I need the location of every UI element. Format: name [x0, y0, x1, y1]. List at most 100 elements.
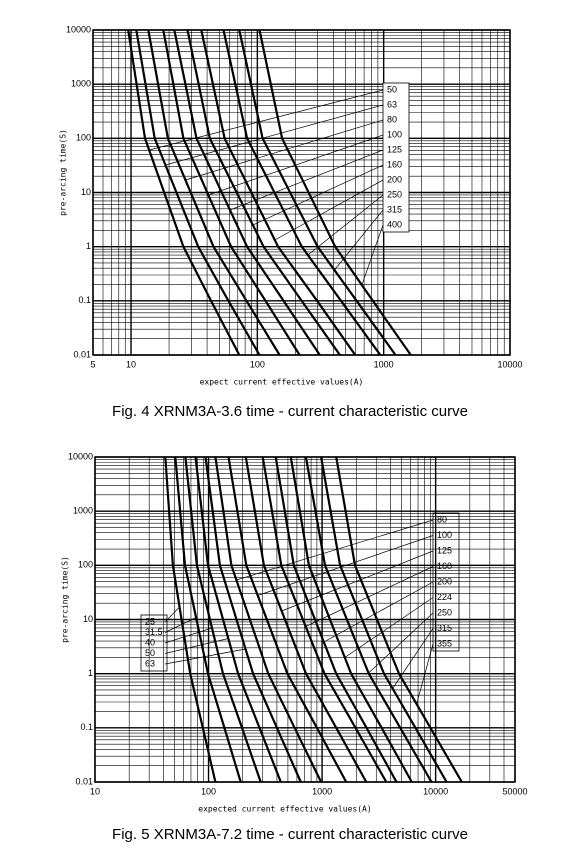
y-tick-label: 0.1	[78, 295, 91, 305]
legend-label: 224	[437, 592, 452, 602]
curve	[304, 456, 433, 783]
curve	[335, 456, 463, 783]
legend-label: 160	[387, 159, 402, 169]
curve	[227, 456, 348, 783]
legend-label: 125	[437, 545, 452, 555]
curve	[135, 29, 261, 356]
y-axis-label: pre-arcing time(S)	[61, 556, 70, 643]
x-tick-label: 5	[90, 359, 95, 369]
caption: Fig. 5 XRNM3A-7.2 time - current charact…	[112, 826, 468, 843]
legend-label: 100	[387, 129, 402, 139]
curve	[238, 29, 397, 356]
leader-line	[334, 209, 384, 271]
legend-label: 80	[387, 114, 397, 124]
x-axis-label: expected current effective values(A)	[198, 805, 371, 814]
legend-label: 160	[437, 561, 452, 571]
legend-label: 355	[437, 638, 452, 648]
curve	[214, 456, 323, 783]
legend-label: 315	[437, 623, 452, 633]
legend-label: 400	[387, 219, 402, 229]
y-tick-label: 10000	[66, 24, 91, 34]
plot-frame	[94, 456, 516, 783]
curve	[289, 456, 413, 783]
x-tick-label: 10	[90, 786, 100, 796]
y-tick-label: 1000	[71, 79, 91, 89]
leader-line	[149, 89, 384, 151]
legend-box	[140, 614, 168, 672]
legend-label: 100	[437, 530, 452, 540]
leader-line	[323, 581, 434, 643]
plot-frame	[92, 29, 511, 356]
leader-line	[165, 104, 384, 166]
curve	[173, 29, 321, 356]
leader-line	[274, 179, 384, 241]
curve	[320, 456, 448, 783]
legend-label: 250	[437, 607, 452, 617]
legend-label: 125	[387, 144, 402, 154]
leader-line	[164, 627, 213, 644]
x-tick-label: 50000	[502, 786, 527, 796]
curve	[204, 456, 302, 783]
legend-label: 200	[387, 174, 402, 184]
curve	[127, 29, 241, 356]
curve	[244, 456, 368, 783]
x-tick-label: 10000	[497, 359, 522, 369]
leader-line	[185, 119, 384, 181]
legend-label: 50	[387, 84, 397, 94]
legend-label: 40	[145, 637, 155, 647]
curve	[184, 456, 262, 783]
y-tick-label: 1000	[73, 506, 93, 516]
y-tick-label: 100	[78, 560, 93, 570]
leader-line	[164, 606, 180, 623]
caption: Fig. 4 XRNM3A-3.6 time - current charact…	[112, 403, 468, 420]
leader-line	[252, 164, 384, 226]
curve	[186, 29, 341, 356]
y-tick-label: 1	[86, 241, 91, 251]
legend-label: 25	[145, 616, 155, 626]
y-tick-label: 10	[81, 187, 91, 197]
legend-label: 63	[387, 99, 397, 109]
x-tick-label: 1000	[374, 359, 394, 369]
leader-line	[164, 617, 197, 633]
curve	[194, 456, 282, 783]
legend-label: 200	[437, 576, 452, 586]
legend-label: 31.5	[145, 627, 163, 637]
y-tick-label: 100	[76, 133, 91, 143]
leader-line	[344, 597, 434, 658]
legend-label: 315	[387, 204, 402, 214]
legend-box	[382, 82, 410, 233]
leader-line	[236, 519, 434, 581]
legend-label: 250	[387, 189, 402, 199]
curve	[164, 456, 217, 783]
x-tick-label: 10	[126, 359, 136, 369]
x-tick-label: 100	[250, 359, 265, 369]
leader-line	[164, 638, 229, 654]
curve	[200, 29, 357, 356]
curve	[174, 456, 242, 783]
curve	[261, 456, 388, 783]
leader-line	[164, 648, 246, 665]
curve	[258, 29, 412, 356]
x-axis-label: expect current effective values(A)	[200, 378, 364, 387]
y-tick-label: 0.1	[80, 722, 93, 732]
leader-line	[392, 628, 434, 689]
legend-label: 63	[145, 658, 155, 668]
curve	[162, 29, 301, 356]
y-tick-label: 10000	[68, 451, 93, 461]
y-tick-label: 10	[83, 614, 93, 624]
leader-line	[307, 194, 384, 256]
leader-line	[305, 566, 434, 627]
y-tick-label: 0.01	[73, 349, 91, 359]
leader-line	[257, 535, 434, 596]
leader-line	[361, 224, 384, 286]
curve	[222, 29, 382, 356]
legend-label: 80	[437, 514, 447, 524]
x-tick-label: 100	[201, 786, 216, 796]
x-tick-label: 10000	[423, 786, 448, 796]
y-tick-label: 0.01	[75, 776, 93, 786]
legend-label: 50	[145, 648, 155, 658]
curve	[147, 29, 281, 356]
y-axis-label: pre-arcing time(S)	[59, 129, 68, 216]
